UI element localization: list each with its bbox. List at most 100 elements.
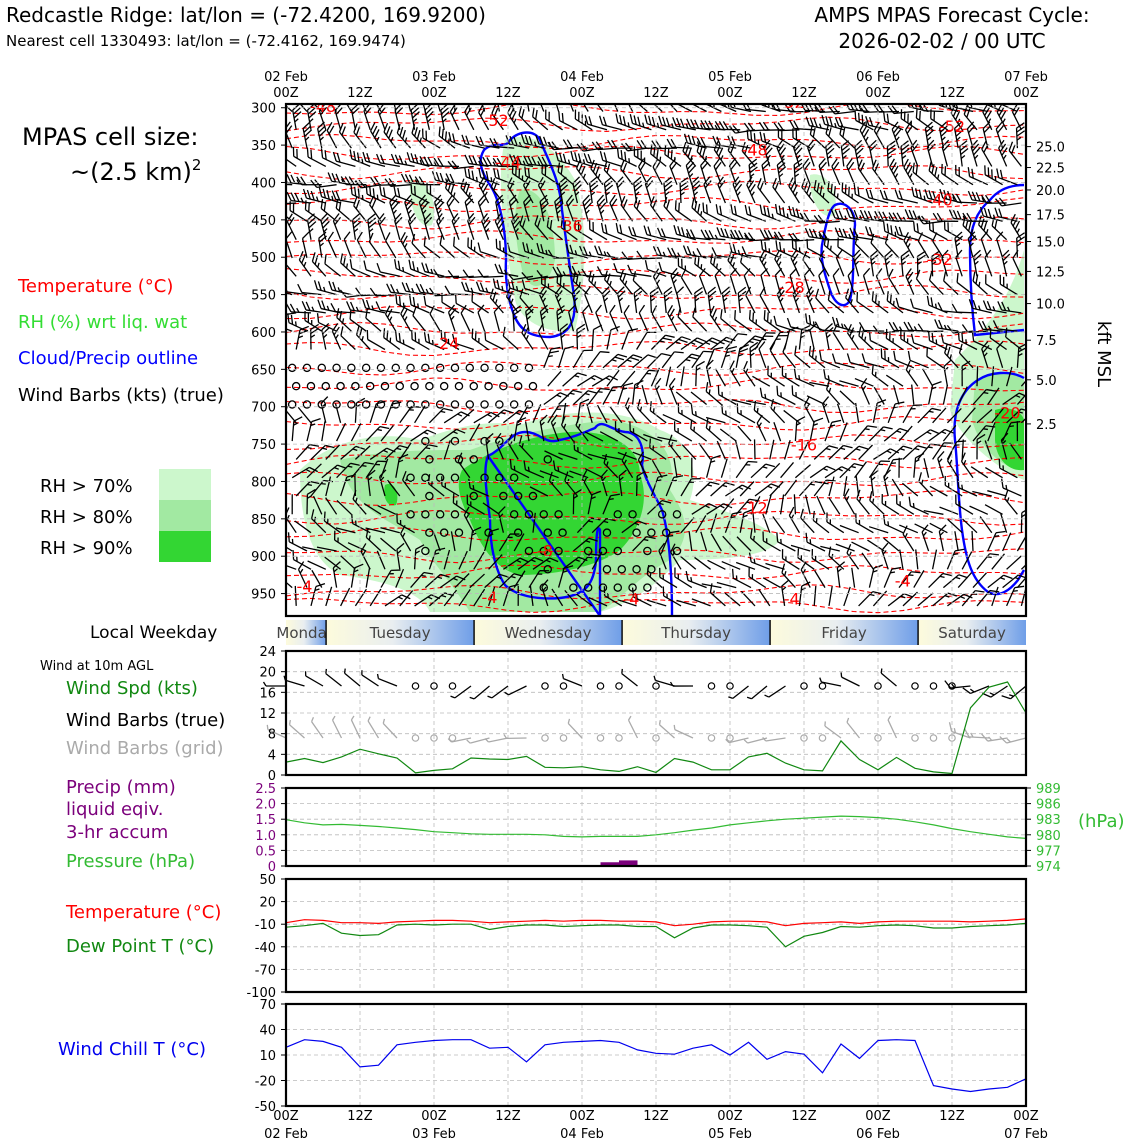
barb-flag [554, 194, 563, 203]
barb-half [823, 482, 829, 485]
barb-half [672, 479, 677, 482]
barb-flag [975, 192, 981, 202]
barb-half [730, 516, 736, 519]
barb-flag [483, 220, 491, 229]
barb-staff [363, 110, 371, 131]
wind-barb [881, 494, 900, 515]
barb-staff [532, 512, 536, 533]
barb-flag [289, 303, 296, 313]
barb-flag [647, 354, 658, 359]
barb-flag [722, 121, 729, 130]
barb-half [321, 482, 326, 485]
wind-barb [765, 562, 785, 570]
barb-flag [541, 274, 543, 284]
barb-flag [664, 184, 673, 192]
barb-flag [571, 265, 577, 275]
barb-flag [670, 149, 673, 160]
barb-half [376, 136, 380, 142]
barb-flag [534, 85, 543, 93]
barb-staff [453, 275, 474, 279]
cloud-outline-lower [484, 422, 674, 616]
barb-half [627, 404, 631, 410]
barb-flag [905, 268, 912, 277]
barb-flag [566, 194, 573, 203]
wind-barb [824, 419, 842, 442]
barb-flag [544, 276, 546, 287]
barb-flag [622, 199, 628, 209]
barb-staff [641, 385, 649, 405]
barb-staff [434, 293, 456, 297]
barb-flag [524, 135, 529, 145]
barb-staff [772, 516, 786, 534]
barb-staff [469, 423, 481, 442]
barb-flag [421, 202, 429, 211]
barb-flag [841, 144, 850, 152]
barb-flag [745, 286, 752, 296]
wind-barb [365, 460, 387, 479]
wind-barb [831, 316, 855, 332]
barb-flag [887, 105, 895, 114]
barb-flag [658, 261, 663, 272]
wind-barb [380, 537, 397, 552]
wind-barb [987, 387, 1000, 405]
barb-half [721, 391, 723, 397]
barb-half [736, 191, 741, 196]
barb-flag [844, 184, 847, 194]
barb-flag [869, 491, 873, 501]
barb-flag [354, 180, 362, 189]
barb-half [856, 154, 861, 160]
barb-staff [709, 314, 722, 332]
barb-staff [929, 229, 948, 241]
barb-flag [599, 202, 607, 211]
barb-flag [648, 369, 659, 372]
barb-flag [314, 179, 322, 188]
wind-barb [758, 341, 767, 369]
barb-flag [883, 514, 886, 525]
barb-half [732, 262, 736, 268]
wind-barb [556, 305, 566, 332]
barb-flag [615, 113, 619, 123]
wind-barb [606, 251, 633, 261]
barb-staff [794, 354, 811, 369]
wind-barb [547, 405, 568, 424]
barb-staff [385, 240, 397, 259]
barb-staff [861, 552, 874, 570]
wind-barb [395, 294, 415, 314]
barb-staff [858, 444, 873, 460]
barb-staff [745, 294, 756, 314]
barb-flag [825, 323, 833, 331]
barb-flag [438, 126, 441, 136]
barb-flag [301, 301, 307, 311]
wind-barb [680, 478, 701, 497]
wind-barb [984, 165, 1003, 186]
barb-staff [460, 312, 471, 332]
barb-half [751, 574, 754, 579]
barb-half [634, 522, 640, 526]
calm-circle [376, 363, 386, 373]
barb-flag [907, 350, 911, 361]
wind-barb [306, 463, 322, 479]
barb-flag [558, 405, 568, 407]
barb-flag [947, 190, 952, 201]
barb-flag [421, 262, 426, 272]
barb-staff [368, 241, 382, 259]
barb-flag [770, 104, 777, 110]
barb-half [470, 501, 472, 507]
wind-barb [992, 320, 1018, 332]
barb-half [389, 573, 394, 575]
barb-half [296, 307, 300, 313]
barb-flag [353, 186, 357, 197]
wind-barb [393, 186, 415, 204]
barb-flag [792, 232, 799, 242]
wind-barb [565, 243, 589, 259]
barb-flag [748, 567, 750, 577]
barb-flag [747, 122, 755, 131]
barb-flag [354, 563, 364, 569]
barb-flag [902, 525, 908, 535]
barb-half [634, 297, 640, 302]
calm-circle [495, 363, 504, 373]
wind-barb [674, 200, 693, 222]
barb-half [323, 334, 328, 339]
barb-flag [767, 207, 771, 218]
barb-flag [670, 93, 678, 102]
